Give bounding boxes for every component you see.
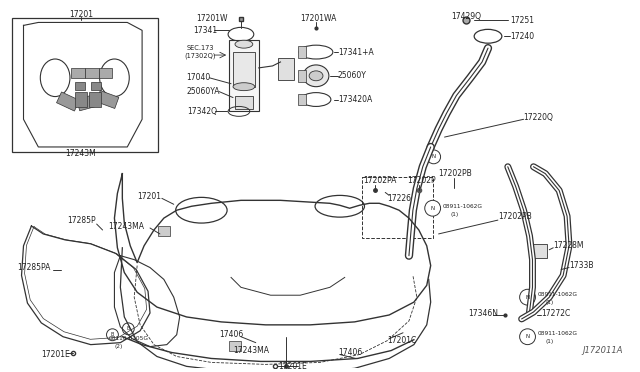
Text: 17341+A: 17341+A xyxy=(338,48,374,57)
Bar xyxy=(278,58,294,80)
Text: 17406: 17406 xyxy=(219,330,243,339)
Bar xyxy=(158,226,170,236)
Bar xyxy=(77,94,99,111)
Bar xyxy=(96,90,119,109)
Text: 17201E: 17201E xyxy=(278,362,307,371)
Text: 17285PA: 17285PA xyxy=(17,263,51,272)
Bar xyxy=(71,68,84,78)
Circle shape xyxy=(520,329,536,344)
Text: N: N xyxy=(525,295,530,300)
Text: 17201: 17201 xyxy=(69,10,93,19)
Circle shape xyxy=(122,323,134,335)
Text: 17243MA: 17243MA xyxy=(109,222,145,231)
Text: 17226: 17226 xyxy=(387,194,412,203)
Text: 17240: 17240 xyxy=(509,32,534,41)
Text: (17302Q): (17302Q) xyxy=(184,53,216,59)
Text: 17243MA: 17243MA xyxy=(233,346,269,355)
Text: J172011A: J172011A xyxy=(582,346,623,355)
Circle shape xyxy=(106,329,118,341)
Text: 08911-1062G: 08911-1062G xyxy=(538,331,577,336)
Bar xyxy=(12,19,158,152)
Bar xyxy=(235,96,253,109)
Text: 17243M: 17243M xyxy=(65,150,96,158)
Text: 17201WA: 17201WA xyxy=(300,14,337,23)
Bar xyxy=(75,92,87,108)
Text: 17285P: 17285P xyxy=(67,216,95,225)
Ellipse shape xyxy=(235,40,253,48)
Ellipse shape xyxy=(233,83,255,91)
Bar xyxy=(75,82,84,90)
Circle shape xyxy=(427,150,440,164)
Circle shape xyxy=(520,289,536,305)
Ellipse shape xyxy=(309,71,323,81)
Bar xyxy=(298,94,306,105)
Text: 17272C: 17272C xyxy=(541,308,571,317)
Text: 25060YA: 25060YA xyxy=(187,87,220,96)
Bar xyxy=(89,92,100,108)
Circle shape xyxy=(425,201,440,216)
Text: B: B xyxy=(127,326,130,331)
Text: (1): (1) xyxy=(451,212,459,217)
Bar xyxy=(91,82,100,90)
Text: 17228M: 17228M xyxy=(553,241,584,250)
Bar xyxy=(298,70,306,82)
Text: 17220Q: 17220Q xyxy=(524,113,554,122)
Text: 25060Y: 25060Y xyxy=(338,71,367,80)
Text: N: N xyxy=(525,334,530,339)
Text: (2): (2) xyxy=(115,344,123,349)
Bar xyxy=(233,52,255,87)
Ellipse shape xyxy=(303,65,329,87)
Text: 17202PB: 17202PB xyxy=(498,212,532,221)
Text: (1): (1) xyxy=(545,339,554,344)
Text: N: N xyxy=(431,206,435,211)
Text: 17429Q: 17429Q xyxy=(451,12,481,21)
Text: 17342Q: 17342Q xyxy=(188,107,218,116)
Text: 17341: 17341 xyxy=(193,26,218,35)
Bar xyxy=(56,92,79,111)
Text: 17201: 17201 xyxy=(137,192,161,201)
Text: 173420A: 173420A xyxy=(338,95,372,104)
Bar xyxy=(229,40,259,111)
Bar xyxy=(531,244,547,258)
Text: 08110-6105G: 08110-6105G xyxy=(109,336,148,341)
Text: 17201W: 17201W xyxy=(196,14,228,23)
Text: 17202P: 17202P xyxy=(407,176,436,185)
Text: 17201C: 17201C xyxy=(387,336,417,345)
Text: 1733B: 1733B xyxy=(569,261,593,270)
Text: 08911-1062G: 08911-1062G xyxy=(538,292,577,297)
Text: 17251: 17251 xyxy=(509,16,534,25)
Bar xyxy=(99,68,113,78)
Text: 17202PB: 17202PB xyxy=(438,169,472,178)
Text: 17202PA: 17202PA xyxy=(364,176,397,185)
Text: 17040: 17040 xyxy=(187,73,211,82)
Text: 08911-1062G: 08911-1062G xyxy=(442,204,483,209)
Text: 17346N: 17346N xyxy=(468,308,499,317)
Text: 17201E: 17201E xyxy=(42,350,70,359)
Bar xyxy=(229,341,241,350)
Text: N: N xyxy=(431,154,436,159)
Text: SEC.173: SEC.173 xyxy=(187,45,214,51)
Bar xyxy=(84,68,99,78)
Text: B: B xyxy=(111,332,114,337)
Bar xyxy=(298,46,306,58)
Text: (1): (1) xyxy=(545,299,554,305)
Text: 17406: 17406 xyxy=(338,348,362,357)
Bar xyxy=(362,177,433,238)
